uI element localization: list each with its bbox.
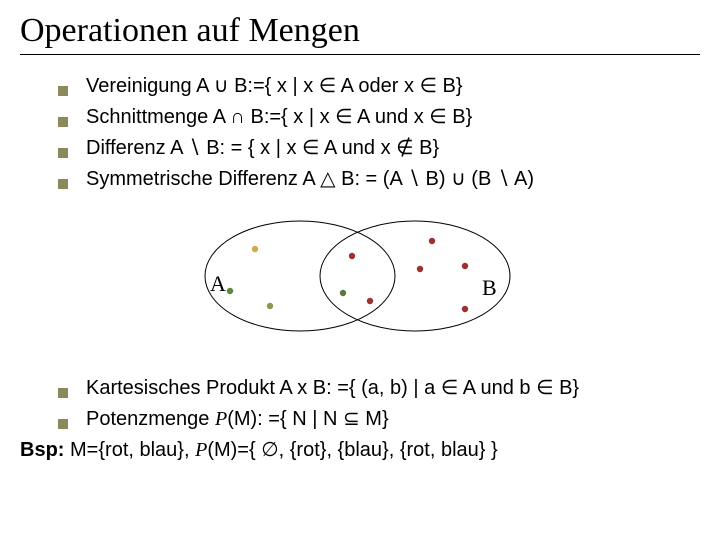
point (349, 253, 355, 259)
ellipse-a (205, 221, 395, 331)
point (462, 263, 468, 269)
bottom-bullet-list: Kartesisches Produkt A x B: ={ (a, b) | … (20, 375, 700, 431)
list-item: Schnittmenge A ∩ B:={ x | x ∈ A und x ∈ … (58, 104, 700, 129)
example-line: Bsp: M={rot, blau}, P(M)={ ∅, {rot}, {bl… (20, 437, 700, 462)
bullet-icon (58, 388, 68, 398)
list-item: Differenz A ∖ B: = { x | x ∈ A und x ∉ B… (58, 135, 700, 160)
list-item: Symmetrische Differenz A △ B: = (A ∖ B) … (58, 166, 700, 191)
bullet-icon (58, 117, 68, 127)
venn-diagram: A B (20, 211, 700, 351)
item-text: Vereinigung A ∪ B:={ x | x ∈ A oder x ∈ … (86, 73, 463, 98)
point (429, 238, 435, 244)
list-item: Potenzmenge P(M): ={ N | N ⊆ M} (58, 406, 700, 431)
venn-label-a: A (210, 271, 226, 297)
bullet-icon (58, 419, 68, 429)
item-text: Schnittmenge A ∩ B:={ x | x ∈ A und x ∈ … (86, 104, 472, 129)
bullet-icon (58, 148, 68, 158)
bsp-prefix: M={rot, blau}, (64, 439, 195, 461)
bullet-icon (58, 179, 68, 189)
point (367, 298, 373, 304)
venn-label-b: B (482, 275, 497, 301)
script-p: P (215, 408, 227, 430)
list-item: Kartesisches Produkt A x B: ={ (a, b) | … (58, 375, 700, 400)
point (252, 246, 258, 252)
item-text: Kartesisches Produkt A x B: ={ (a, b) | … (86, 375, 579, 400)
point (227, 288, 233, 294)
point (340, 290, 346, 296)
point (462, 306, 468, 312)
point (267, 303, 273, 309)
text-prefix: Potenzmenge (86, 408, 215, 430)
list-item: Vereinigung A ∪ B:={ x | x ∈ A oder x ∈ … (58, 73, 700, 98)
point (417, 266, 423, 272)
item-text: Symmetrische Differenz A △ B: = (A ∖ B) … (86, 166, 534, 191)
text-suffix: (M): ={ N | N ⊆ M} (227, 408, 388, 430)
script-p: P (195, 439, 207, 461)
bsp-label: Bsp: (20, 439, 64, 461)
top-bullet-list: Vereinigung A ∪ B:={ x | x ∈ A oder x ∈ … (20, 73, 700, 191)
item-text: Differenz A ∖ B: = { x | x ∈ A und x ∉ B… (86, 135, 439, 160)
slide-title: Operationen auf Mengen (20, 12, 700, 55)
item-text: Potenzmenge P(M): ={ N | N ⊆ M} (86, 406, 389, 431)
bullet-icon (58, 86, 68, 96)
bsp-suffix: (M)={ ∅, {rot}, {blau}, {rot, blau} } (207, 439, 497, 461)
